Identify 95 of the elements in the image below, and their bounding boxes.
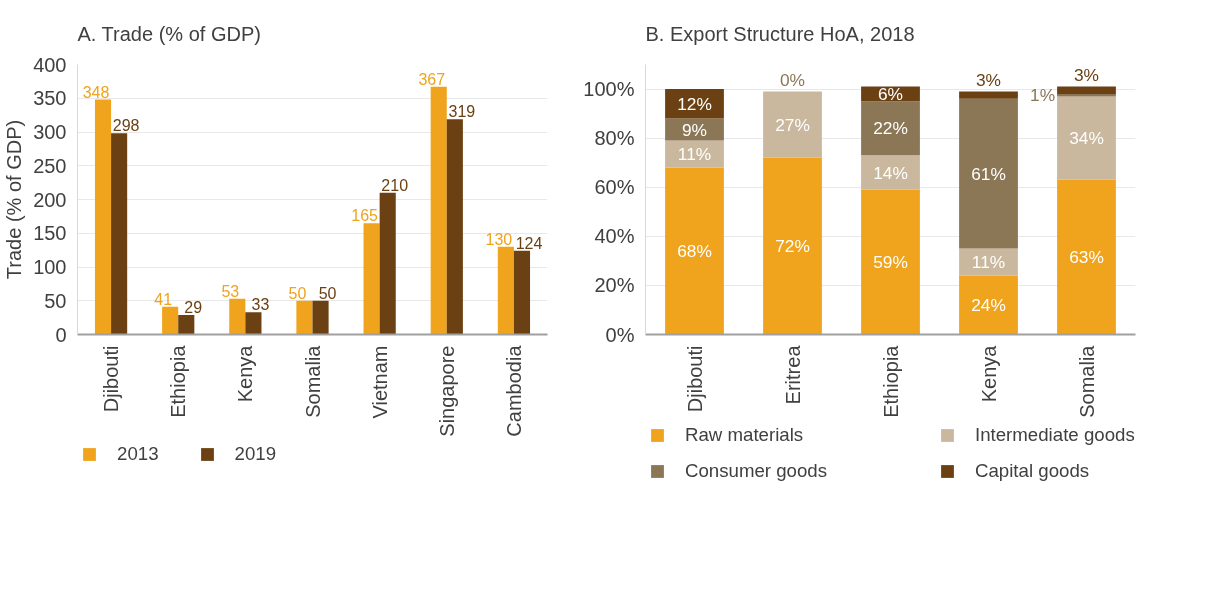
bar [178,314,195,335]
data-label: 3% [1073,64,1100,85]
x-tick-label: Somalia [1075,344,1098,418]
y-tick-label: 0 [55,323,67,346]
y-tick-label: 250 [33,154,67,177]
x-tick-label: Djibouti [683,345,706,413]
bar [665,167,724,335]
bar [763,91,822,158]
legend-label: 2019 [234,443,277,465]
x-tick-label: Cambodia [502,344,525,437]
bar [1057,179,1116,335]
y-tick-label: 200 [33,188,67,211]
data-label: 210 [381,176,409,194]
y-tick-label: 0% [605,323,635,346]
y-tick-label: 150 [33,222,67,245]
data-label: 0% [779,69,806,90]
data-label: 68% [677,241,712,262]
bar [94,99,112,335]
data-label: 29 [184,298,203,316]
data-label: 59% [873,252,908,273]
chart-title: B. Export Structure HoA, 2018 [645,22,915,45]
y-tick-label: 400 [33,53,67,76]
y-tick-label: 60% [594,176,635,199]
y-axis-title: Trade (% of GDP) [3,119,26,280]
data-label: 9% [681,119,708,140]
data-label: 27% [775,114,810,135]
y-tick-label: 100% [583,78,635,101]
data-label: 6% [877,83,904,104]
bar [959,91,1018,99]
x-tick-label: Kenya [234,344,257,403]
data-label: 298 [112,117,140,135]
x-tick-label: Singapore [435,345,458,437]
y-tick-label: 40% [594,225,635,248]
data-label: 14% [873,162,908,183]
y-tick-label: 20% [594,274,635,297]
legend-label: Capital goods [975,460,1091,482]
data-label: 34% [1069,128,1104,149]
data-label: 3% [975,69,1002,90]
bar [111,133,128,335]
data-label: 11% [677,144,712,165]
data-label: 11% [971,252,1006,273]
bar [497,246,514,335]
data-label: 24% [971,295,1006,316]
data-label: 348 [82,83,110,101]
x-tick-label: Kenya [977,344,1000,403]
bar [861,101,920,156]
data-label: 22% [873,118,908,139]
data-label: 63% [1069,247,1104,268]
y-tick-label: 80% [594,127,635,150]
data-label: 12% [677,93,712,114]
y-tick-label: 300 [33,121,67,143]
bar [312,300,329,335]
bar [513,250,531,335]
bar [296,300,313,335]
data-label: 41 [154,290,173,308]
y-tick-label: 50 [44,289,67,312]
bar [959,275,1018,335]
x-tick-label: Vietnam [368,345,391,419]
legend-label: Consumer goods [685,460,829,482]
bar [430,86,447,335]
data-label: 50 [318,284,337,302]
data-label: 1% [1030,85,1056,106]
bar [229,298,246,335]
bar [245,312,262,335]
data-label: 319 [448,103,476,121]
legend-label: 2013 [117,443,159,465]
bar [861,155,920,190]
data-label: 33 [251,296,270,314]
data-label: 50 [288,284,307,302]
data-label: 367 [418,70,446,88]
x-tick-label: Ethiopia [167,344,190,418]
data-label: 72% [775,236,810,257]
x-tick-label: Somalia [301,344,324,418]
data-label: 165 [351,207,379,225]
bar [1057,96,1116,180]
data-label: 130 [485,230,513,248]
bar [763,157,822,335]
data-label: 124 [515,234,543,252]
data-label: 53 [221,282,240,300]
bar [446,119,463,335]
bar [959,98,1018,249]
x-tick-label: Eritrea [781,344,804,405]
legend-label: Intermediate goods [975,424,1136,446]
y-tick-label: 100 [33,256,67,278]
bar [162,306,179,335]
x-tick-label: Ethiopia [879,344,902,418]
legend-label: Raw materials [685,424,805,446]
data-label: 61% [971,163,1006,184]
chart-title: A. Trade (% of GDP) [77,22,261,45]
bar [861,189,920,335]
y-tick-label: 350 [33,87,67,110]
bar [363,223,380,335]
bar [379,192,396,335]
bar [1057,86,1116,94]
x-tick-label: Djibouti [100,345,123,413]
